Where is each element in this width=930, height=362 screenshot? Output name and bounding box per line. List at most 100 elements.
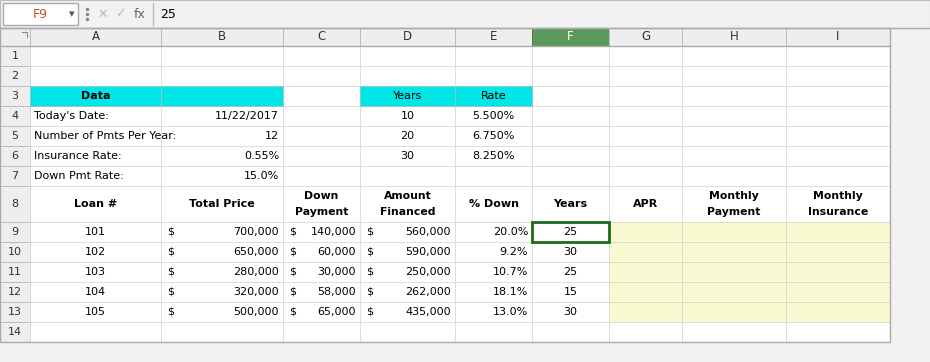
Bar — [455, 66, 532, 86]
Bar — [682, 262, 786, 282]
Bar — [786, 106, 890, 126]
Bar — [161, 66, 283, 86]
Bar — [283, 46, 360, 66]
Bar — [360, 302, 455, 322]
Bar — [3, 3, 78, 25]
Bar — [532, 302, 609, 322]
Text: 0.55%: 0.55% — [244, 151, 279, 161]
Bar — [609, 282, 682, 302]
Text: C: C — [317, 30, 325, 43]
Text: 15.0%: 15.0% — [244, 171, 279, 181]
Bar — [161, 28, 283, 46]
Bar — [0, 126, 30, 146]
Bar — [0, 262, 30, 282]
Text: APR: APR — [633, 199, 658, 209]
Bar — [682, 46, 786, 66]
Text: $: $ — [167, 227, 174, 237]
Bar — [609, 222, 682, 242]
Bar — [786, 322, 890, 342]
Text: $: $ — [366, 227, 373, 237]
Text: 101: 101 — [85, 227, 106, 237]
Text: $: $ — [167, 267, 174, 277]
Bar — [0, 146, 30, 166]
Bar — [283, 166, 360, 186]
Bar — [786, 166, 890, 186]
Bar — [0, 0, 930, 28]
Bar — [682, 322, 786, 342]
Bar — [532, 86, 609, 106]
Text: 250,000: 250,000 — [405, 267, 451, 277]
Bar — [30, 66, 161, 86]
Text: 60,000: 60,000 — [317, 247, 356, 257]
Text: Payment: Payment — [295, 207, 348, 217]
Bar — [161, 262, 283, 282]
Bar — [30, 302, 161, 322]
Text: D: D — [403, 30, 412, 43]
Bar — [0, 28, 890, 342]
Bar — [283, 282, 360, 302]
Text: $: $ — [289, 287, 296, 297]
Bar — [283, 302, 360, 322]
Text: 435,000: 435,000 — [405, 307, 451, 317]
Bar — [682, 126, 786, 146]
Bar — [455, 86, 532, 106]
Bar — [609, 242, 682, 262]
Bar — [682, 28, 786, 46]
Bar — [30, 86, 161, 106]
Bar — [283, 242, 360, 262]
Bar — [455, 166, 532, 186]
Text: 30,000: 30,000 — [317, 267, 356, 277]
Bar — [609, 322, 682, 342]
Text: $: $ — [366, 307, 373, 317]
Bar — [161, 186, 283, 222]
Text: % Down: % Down — [469, 199, 519, 209]
Bar — [161, 282, 283, 302]
Text: 10: 10 — [401, 111, 415, 121]
Text: 105: 105 — [85, 307, 106, 317]
Bar — [532, 106, 609, 126]
Text: Financed: Financed — [379, 207, 435, 217]
Bar — [532, 322, 609, 342]
Text: 280,000: 280,000 — [233, 267, 279, 277]
Text: Years: Years — [392, 91, 422, 101]
Text: 103: 103 — [85, 267, 106, 277]
Bar — [532, 186, 609, 222]
Bar — [455, 86, 532, 106]
Bar — [283, 186, 360, 222]
Bar — [30, 106, 161, 126]
Bar — [161, 322, 283, 342]
Text: 14: 14 — [8, 327, 22, 337]
Bar — [360, 126, 455, 146]
Text: $: $ — [289, 267, 296, 277]
Bar — [30, 242, 161, 262]
Bar — [360, 86, 455, 106]
Text: 5: 5 — [11, 131, 19, 141]
Text: 5.500%: 5.500% — [472, 111, 514, 121]
Bar — [786, 86, 890, 106]
Bar — [609, 106, 682, 126]
Bar — [786, 302, 890, 322]
Text: 6.750%: 6.750% — [472, 131, 514, 141]
Text: 18.1%: 18.1% — [493, 287, 528, 297]
Bar — [609, 242, 682, 262]
Text: 65,000: 65,000 — [317, 307, 356, 317]
Text: 13.0%: 13.0% — [493, 307, 528, 317]
Bar — [455, 106, 532, 126]
Bar — [161, 166, 283, 186]
Text: Number of Pmts Per Year:: Number of Pmts Per Year: — [34, 131, 177, 141]
Bar — [786, 242, 890, 262]
Text: 9: 9 — [11, 227, 19, 237]
Bar — [532, 282, 609, 302]
Bar — [0, 106, 30, 126]
Text: 9.2%: 9.2% — [499, 247, 528, 257]
Bar — [609, 126, 682, 146]
Text: 12: 12 — [265, 131, 279, 141]
Text: 8.250%: 8.250% — [472, 151, 514, 161]
Text: B: B — [218, 30, 226, 43]
Text: 500,000: 500,000 — [233, 307, 279, 317]
Text: 30: 30 — [564, 247, 578, 257]
Text: Amount: Amount — [384, 191, 432, 201]
Bar — [283, 28, 360, 46]
Bar — [682, 86, 786, 106]
Text: ✕: ✕ — [98, 8, 108, 21]
